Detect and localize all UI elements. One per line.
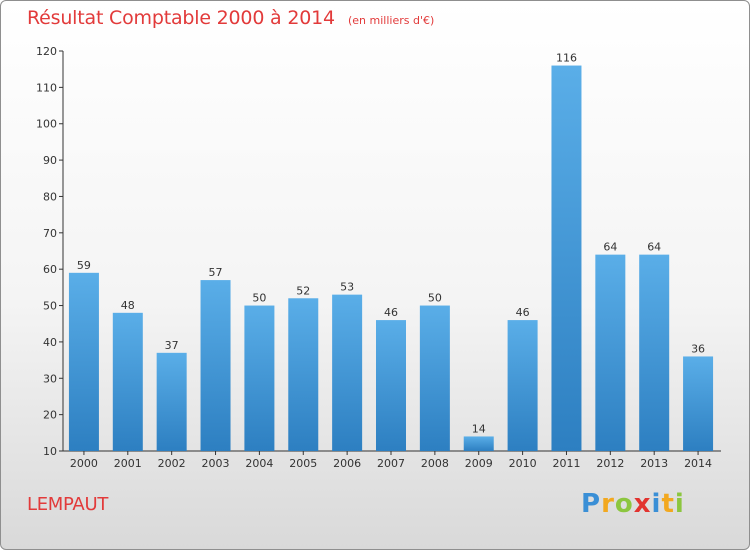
chart-subtitle: (en milliers d'€) xyxy=(347,14,435,27)
brand-letter: P xyxy=(581,489,602,519)
y-tick-label: 90 xyxy=(43,154,57,167)
bar xyxy=(683,356,714,451)
bar xyxy=(463,436,494,451)
bar xyxy=(112,312,143,451)
y-tick-label: 70 xyxy=(43,227,57,240)
bar-value-label: 59 xyxy=(77,259,91,272)
bar-value-label: 36 xyxy=(691,342,705,355)
bar-value-label: 64 xyxy=(647,241,661,254)
x-tick-label: 2011 xyxy=(552,457,580,470)
bar xyxy=(595,254,626,451)
brand-letter: r xyxy=(601,489,615,519)
y-tick-label: 40 xyxy=(43,336,57,349)
bar xyxy=(419,305,450,451)
bar xyxy=(68,272,99,451)
y-tick-label: 80 xyxy=(43,190,57,203)
bar-value-label: 46 xyxy=(384,306,398,319)
chart-title-block: Résultat Comptable 2000 à 2014 (en milli… xyxy=(27,7,434,29)
y-tick-label: 100 xyxy=(36,118,57,131)
x-tick-label: 2013 xyxy=(640,457,668,470)
y-tick-label: 120 xyxy=(36,45,57,58)
bar-value-label: 116 xyxy=(556,52,577,65)
y-tick-label: 110 xyxy=(36,81,57,94)
x-tick-label: 2014 xyxy=(684,457,712,470)
bar-value-label: 64 xyxy=(603,241,617,254)
bar xyxy=(156,352,187,451)
brand-letter: i xyxy=(674,489,685,519)
x-tick-label: 2004 xyxy=(245,457,273,470)
bar xyxy=(639,254,670,451)
bar xyxy=(507,320,538,451)
x-tick-label: 2000 xyxy=(70,457,98,470)
bar-value-label: 14 xyxy=(472,422,486,435)
bar-value-label: 57 xyxy=(209,266,223,279)
bar-value-label: 53 xyxy=(340,281,354,294)
commune-name: LEMPAUT xyxy=(27,494,109,515)
bar xyxy=(288,298,319,451)
bar-value-label: 46 xyxy=(516,306,530,319)
x-tick-label: 2008 xyxy=(421,457,449,470)
bar xyxy=(551,65,582,451)
bar xyxy=(376,320,406,451)
y-tick-label: 60 xyxy=(43,263,57,276)
bar-value-label: 50 xyxy=(252,292,266,305)
y-tick-label: 50 xyxy=(43,300,57,313)
brand-letter: i xyxy=(651,489,662,519)
brand-letter: t xyxy=(661,489,675,519)
x-tick-label: 2012 xyxy=(596,457,624,470)
x-tick-label: 2010 xyxy=(509,457,537,470)
bar-value-label: 37 xyxy=(165,339,179,352)
bar-value-label: 48 xyxy=(121,299,135,312)
chart-title: Résultat Comptable 2000 à 2014 xyxy=(27,7,335,29)
bar xyxy=(332,294,363,451)
bar xyxy=(200,280,231,451)
x-tick-label: 2002 xyxy=(158,457,186,470)
proxiti-logo: Proxiti xyxy=(581,489,685,519)
x-tick-label: 2005 xyxy=(289,457,317,470)
brand-letter: x xyxy=(633,489,652,519)
brand-letter: o xyxy=(614,489,634,519)
bar xyxy=(244,305,275,451)
x-tick-label: 2007 xyxy=(377,457,405,470)
x-tick-label: 2009 xyxy=(465,457,493,470)
x-tick-label: 2006 xyxy=(333,457,361,470)
y-tick-label: 20 xyxy=(43,409,57,422)
x-tick-label: 2003 xyxy=(202,457,230,470)
y-tick-label: 10 xyxy=(43,445,57,458)
bar-value-label: 52 xyxy=(296,284,310,297)
bar-value-label: 50 xyxy=(428,292,442,305)
y-tick-label: 30 xyxy=(43,372,57,385)
x-tick-label: 2001 xyxy=(114,457,142,470)
